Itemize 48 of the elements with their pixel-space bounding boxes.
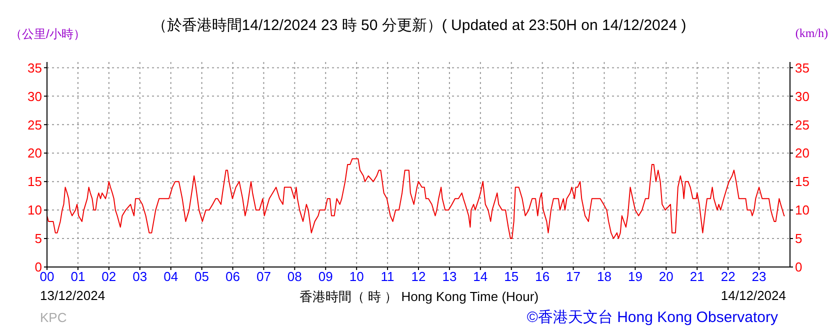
y2-tick-label: 20 xyxy=(795,146,810,161)
x-tick-label: 10 xyxy=(349,269,364,284)
x-tick-label: 16 xyxy=(535,269,550,284)
y-tick-label: 35 xyxy=(28,60,42,76)
x-tick-label: 06 xyxy=(226,269,240,284)
x-tick-label: 15 xyxy=(504,269,519,284)
x-tick-label: 12 xyxy=(411,269,426,284)
y-tick-label: 15 xyxy=(28,174,42,190)
y2-axis-title: (km/h) xyxy=(795,26,828,41)
y-axis-title: （公里/小時） xyxy=(10,26,86,43)
y2-tick-label: 10 xyxy=(795,202,810,218)
x-tick-label: 01 xyxy=(70,269,86,284)
x-axis-title: 香港時間（ 時 ） Hong Kong Time (Hour) xyxy=(299,289,539,304)
y-tick-label: 10 xyxy=(28,202,42,218)
x-tick-label: 19 xyxy=(628,269,642,284)
x-tick-label: 20 xyxy=(658,269,674,284)
y2-tick-label: 35 xyxy=(795,60,810,76)
x-tick-label: 13 xyxy=(442,269,457,284)
text: KPC xyxy=(40,310,67,325)
y-tick-label: 20 xyxy=(28,146,42,161)
y2-tick-label: 30 xyxy=(795,88,810,104)
text: 14/12/2024 xyxy=(720,288,786,303)
y-tick-label: 5 xyxy=(34,231,42,246)
x-tick-label: 11 xyxy=(380,269,394,284)
y-tick-label: 25 xyxy=(28,117,42,132)
x-tick-label: 08 xyxy=(287,269,302,284)
text: 13/12/2024 xyxy=(40,288,106,303)
x-tick-label: 02 xyxy=(102,269,116,284)
y2-tick-label: 25 xyxy=(795,117,810,132)
x-tick-label: 09 xyxy=(318,269,333,284)
text: ©香港天文台 Hong Kong Observatory xyxy=(526,308,778,327)
y2-tick-label: 0 xyxy=(795,260,802,275)
x-tick-label: 21 xyxy=(690,269,704,284)
x-tick-label: 22 xyxy=(720,269,736,284)
x-tick-label: 03 xyxy=(132,269,148,284)
x-tick-label: 04 xyxy=(164,269,178,284)
line-series xyxy=(47,158,786,240)
x-tick-label: 14 xyxy=(473,269,488,284)
chart-title: （於香港時間14/12/2024 23 時 50 分更新）( Updated at 23:50H on 14/12/2024 ) xyxy=(152,17,686,34)
x-tick-label: 05 xyxy=(194,269,210,284)
y2-tick-label: 15 xyxy=(795,174,810,190)
y2-tick-label: 5 xyxy=(795,231,802,246)
x-tick-label: 17 xyxy=(566,269,581,284)
x-tick-label: 23 xyxy=(752,269,766,284)
y-tick-label: 0 xyxy=(34,260,42,275)
x-tick-label: 07 xyxy=(256,269,271,284)
x-tick-label: 18 xyxy=(597,269,612,284)
y-tick-label: 30 xyxy=(28,88,42,104)
